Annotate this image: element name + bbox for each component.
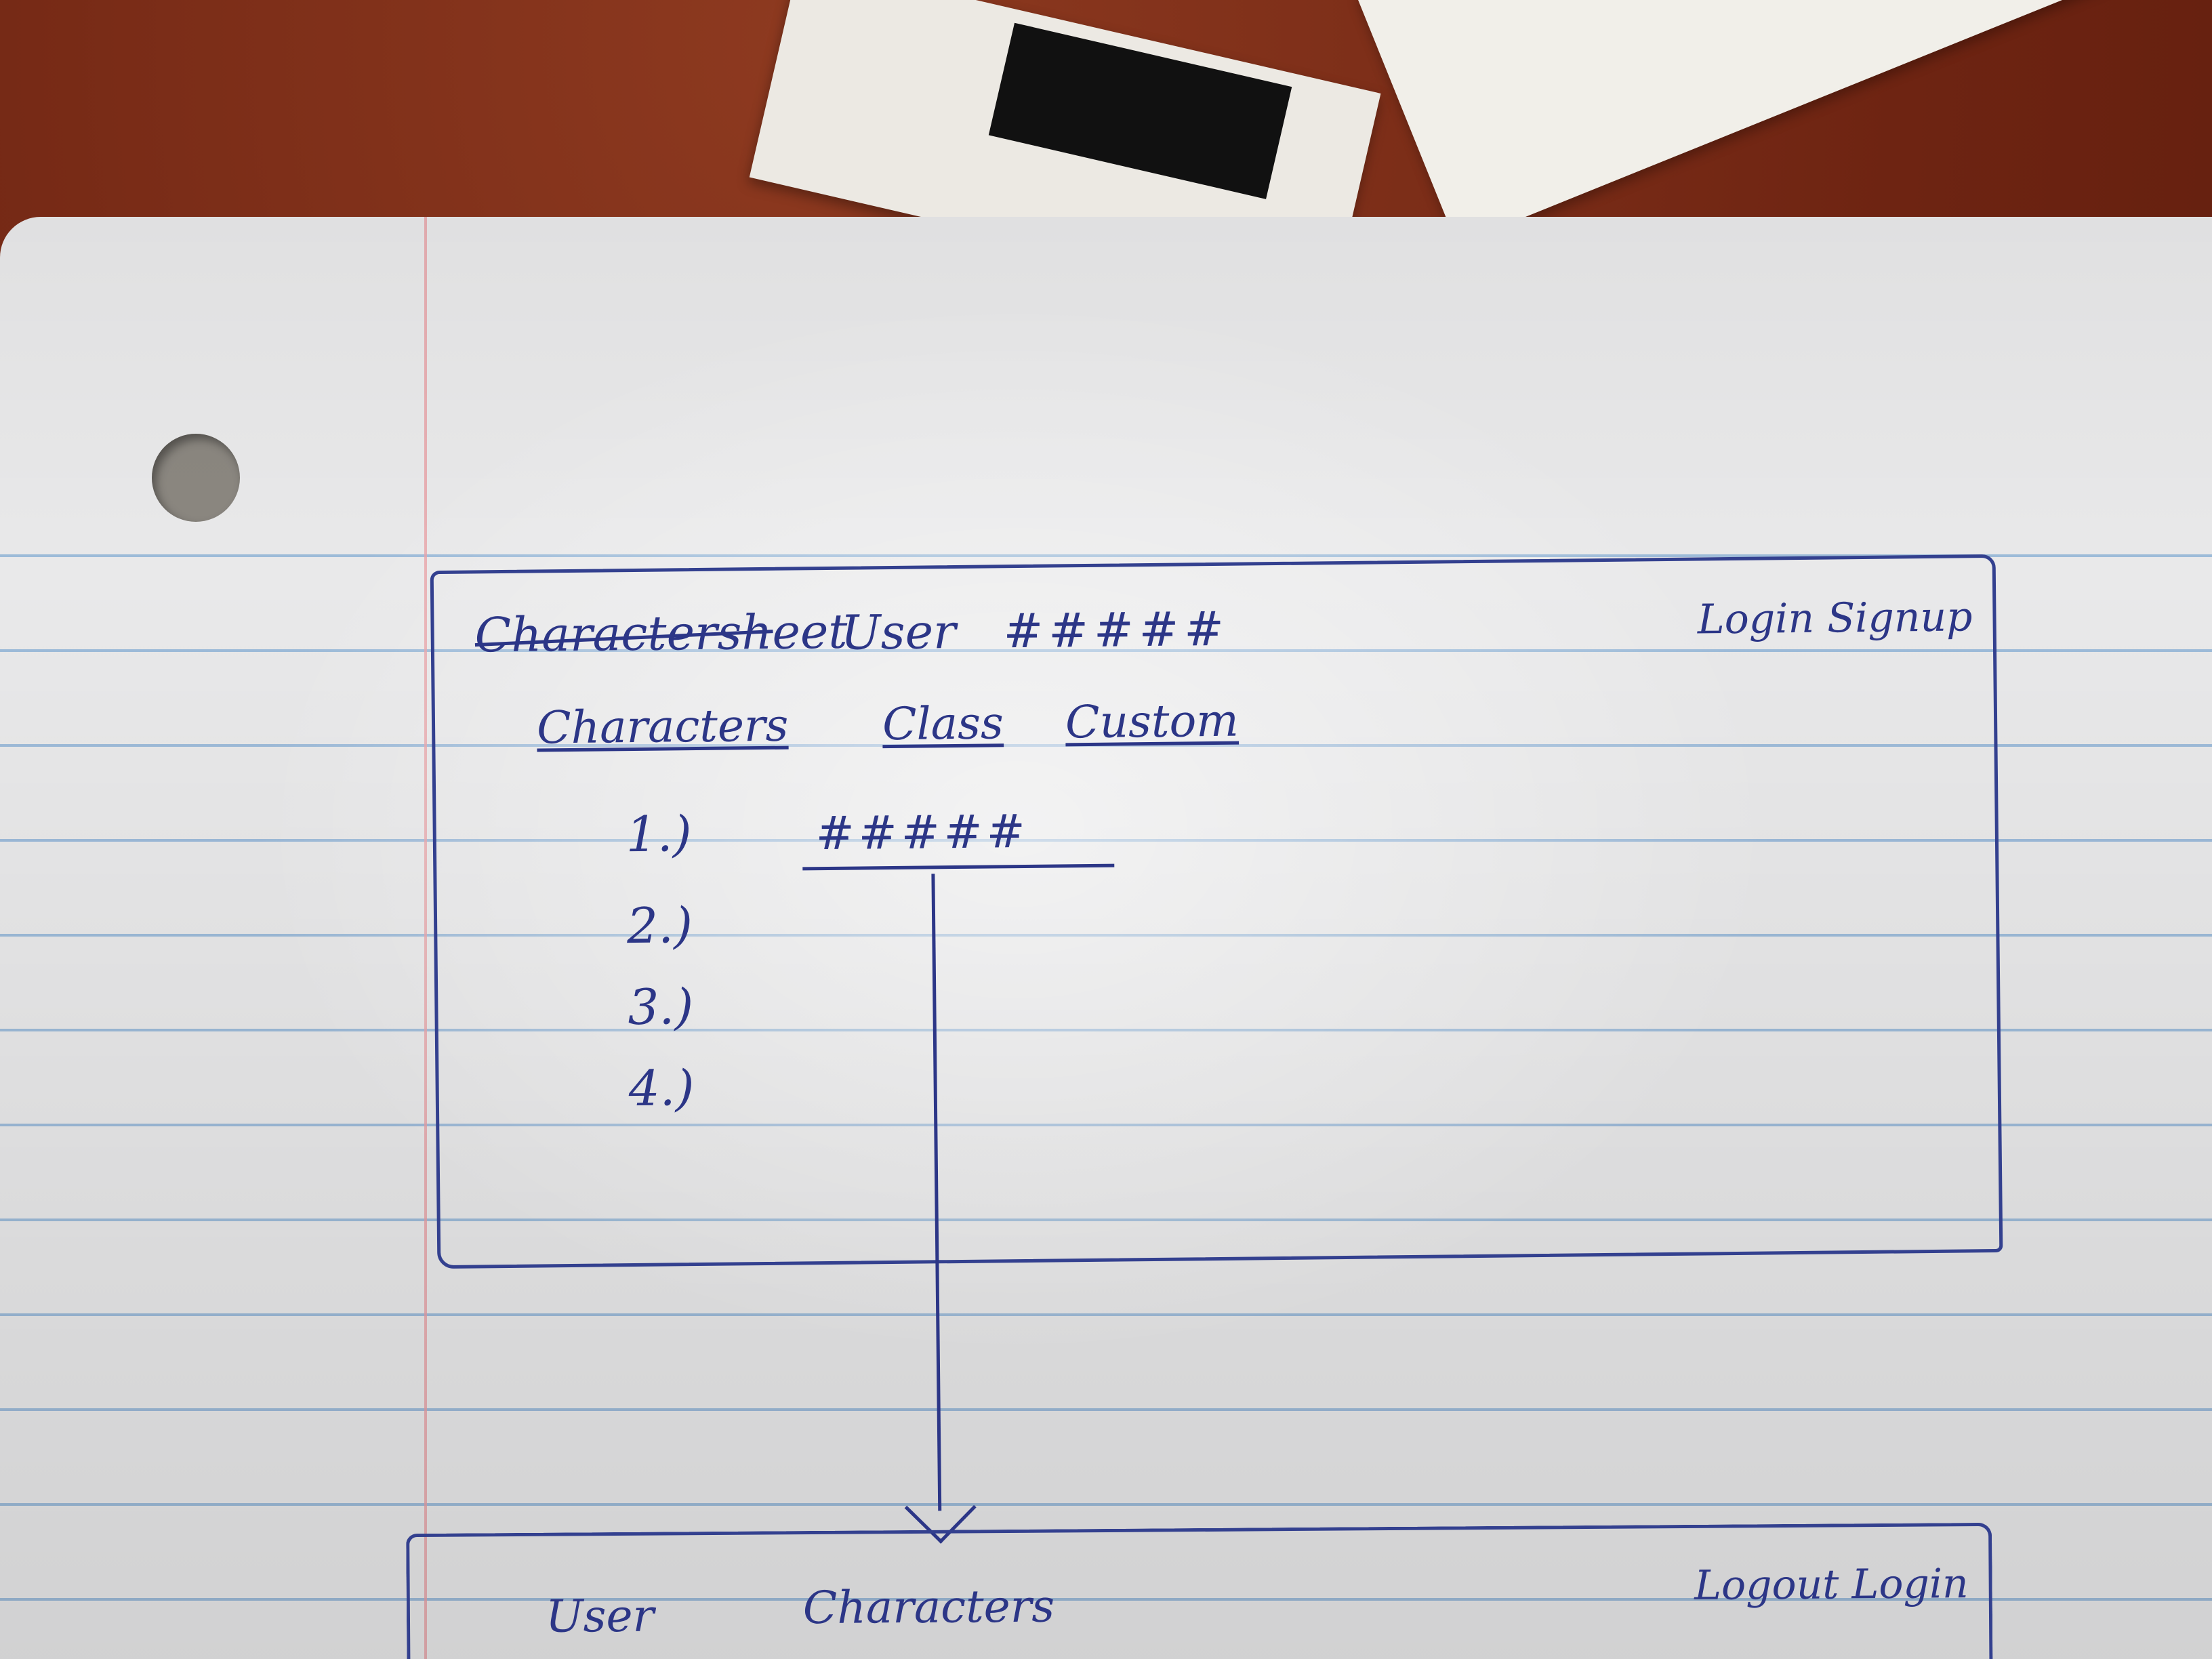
row-underline xyxy=(802,863,1115,871)
lighting-shade xyxy=(0,217,2212,1659)
user-label: User xyxy=(545,1589,655,1643)
auth-links[interactable]: Logout Login xyxy=(1694,1560,1969,1610)
list-number: 1.) xyxy=(626,805,692,863)
character-row-value[interactable]: ##### xyxy=(815,804,1030,861)
user-id: ##### xyxy=(1003,600,1230,659)
nav-custom[interactable]: Custom xyxy=(1065,694,1240,749)
list-number: 2.) xyxy=(626,897,693,955)
auth-links[interactable]: Login Signup xyxy=(1697,593,1973,644)
list-number: 4.) xyxy=(628,1059,695,1118)
wireframe-secondary: User Characters Logout Login xyxy=(406,1522,1993,1659)
brand-title: Charactersheet xyxy=(474,603,848,663)
section-characters[interactable]: Characters xyxy=(802,1580,1055,1635)
user-label: User xyxy=(840,604,956,661)
list-number: 3.) xyxy=(627,978,694,1036)
nav-class[interactable]: Class xyxy=(882,697,1004,751)
wireframe-main: Charactersheet User ##### Login Signup C… xyxy=(430,554,2003,1544)
notebook-page xyxy=(0,217,2212,1659)
nav-characters[interactable]: Characters xyxy=(536,699,789,754)
